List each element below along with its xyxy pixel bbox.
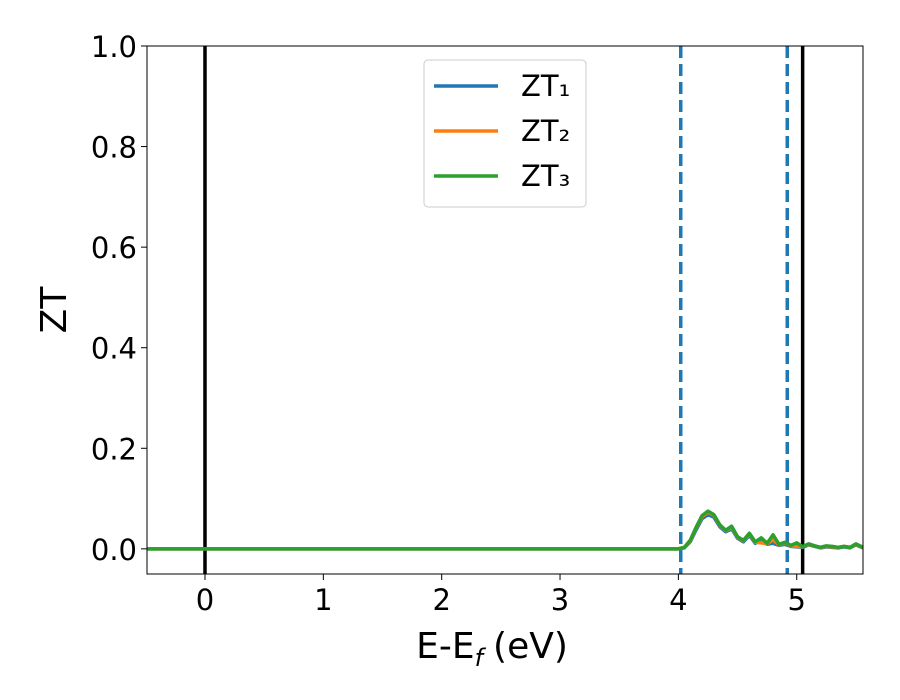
y-tick-label: 1.0 <box>91 30 137 64</box>
x-tick-label: 0 <box>196 583 214 617</box>
x-tick-label: 3 <box>551 583 569 617</box>
y-tick-label: 0.0 <box>91 533 137 567</box>
x-tick-label: 1 <box>314 583 332 617</box>
y-tick-label: 0.8 <box>91 131 137 165</box>
legend-label: ZT₁ <box>521 69 570 103</box>
y-axis-label: ZT <box>34 286 75 334</box>
series-line <box>147 509 863 551</box>
plot-area <box>147 46 863 574</box>
legend-label: ZT₂ <box>521 114 570 148</box>
x-label-unit: (eV) <box>493 626 568 667</box>
plot-frame <box>146 45 864 575</box>
y-tick-label: 0.4 <box>91 332 137 366</box>
x-axis-label: E-Ef (eV) <box>416 626 568 672</box>
x-tick-label: 2 <box>432 583 450 617</box>
legend-box <box>423 59 587 208</box>
legend-label: ZT₃ <box>521 159 570 193</box>
y-tick-label: 0.2 <box>91 432 137 466</box>
x-label-main: E-E <box>416 626 474 667</box>
x-tick-label: 4 <box>669 583 687 617</box>
x-tick-label: 5 <box>787 583 805 617</box>
legend: ZT₁ ZT₂ ZT₃ <box>423 59 587 208</box>
y-tick-label: 0.6 <box>91 231 137 265</box>
